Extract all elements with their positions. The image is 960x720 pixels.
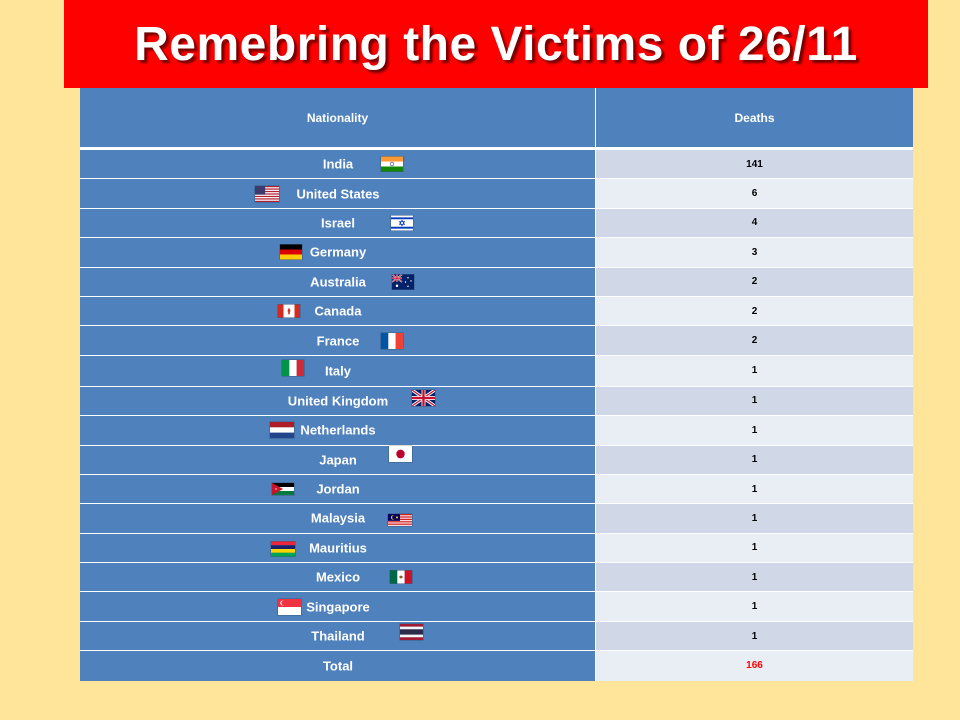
victims-table: Nationality Deaths India 141 United Stat… [80, 88, 913, 681]
table-row: Malaysia 1 [80, 504, 913, 534]
thailand-flag-icon [400, 623, 423, 640]
table-row: Netherlands 1 [80, 416, 913, 446]
table-row: Singapore 1 [80, 592, 913, 622]
deaths-value: 2 [596, 267, 913, 296]
table-row: Israel 4 [80, 208, 913, 239]
deaths-value: 1 [596, 592, 913, 621]
nationality-label: India [322, 156, 354, 172]
table-row: Thailand 1 [80, 621, 913, 652]
nationality-label: Italy [324, 363, 352, 379]
nationality-label: France [316, 333, 360, 349]
deaths-value: 6 [596, 179, 913, 208]
deaths-value: 1 [596, 563, 913, 592]
canada-flag-icon [278, 304, 300, 318]
table-row: Jordan 1 [80, 474, 913, 505]
france-flag-icon [381, 332, 403, 349]
table-row: United Kingdom 1 [80, 386, 913, 417]
deaths-value: 3 [596, 238, 913, 267]
deaths-value: 1 [596, 445, 913, 474]
australia-flag-icon [392, 274, 414, 290]
united-kingdom-flag-icon [412, 390, 435, 407]
italy-flag-icon [282, 359, 304, 376]
netherlands-flag-icon [270, 422, 294, 439]
table-total-row: Total 166 [80, 651, 913, 681]
nationality-label: Jordan [316, 481, 360, 497]
table-header-row: Nationality Deaths [80, 88, 913, 150]
table-row: Canada 2 [80, 296, 913, 327]
nationality-label: Australia [310, 274, 366, 290]
deaths-value: 1 [596, 533, 913, 563]
title-banner: Remebring the Victims of 26/11 [64, 0, 928, 88]
deaths-value: 1 [596, 504, 913, 533]
nationality-label: Japan [319, 452, 357, 468]
nationality-label: United Kingdom [287, 393, 389, 409]
page-title: Remebring the Victims of 26/11 [134, 17, 858, 71]
table-row: Australia 2 [80, 267, 913, 297]
singapore-flag-icon [278, 598, 301, 615]
japan-flag-icon [389, 446, 412, 463]
deaths-value: 4 [596, 208, 913, 238]
mexico-flag-icon [390, 570, 412, 584]
deaths-value: 1 [596, 474, 913, 504]
nationality-label: Thailand [311, 628, 365, 644]
deaths-value: 141 [596, 150, 913, 179]
table-row: Mexico 1 [80, 563, 913, 593]
table-row: France 2 [80, 326, 913, 356]
nationality-label: Canada [314, 303, 362, 319]
table-row: India 141 [80, 150, 913, 180]
deaths-value: 1 [596, 621, 913, 651]
nationality-label: Malaysia [310, 510, 366, 526]
deaths-value: 1 [596, 386, 913, 416]
deaths-value: 1 [596, 355, 913, 386]
nationality-label: Singapore [306, 599, 370, 615]
table-row: Mauritius 1 [80, 533, 913, 564]
germany-flag-icon [280, 244, 302, 260]
mauritius-flag-icon [271, 541, 295, 557]
table-row: Japan 1 [80, 445, 913, 475]
nationality-label: Netherlands [300, 422, 376, 438]
nationality-header: Nationality [80, 88, 596, 147]
table-row: Germany 3 [80, 238, 913, 268]
nationality-label: United States [296, 186, 380, 202]
jordan-flag-icon [272, 483, 294, 496]
table-row: United States 6 [80, 179, 913, 209]
india-flag-icon [381, 156, 403, 172]
nationality-label: Germany [309, 244, 367, 260]
total-label: Total [322, 658, 354, 674]
nationality-label: Mexico [315, 569, 361, 585]
total-value: 166 [596, 651, 913, 681]
deaths-header: Deaths [596, 88, 913, 147]
nationality-label: Mauritius [309, 540, 367, 556]
nationality-label: Israel [321, 215, 355, 231]
united-states-flag-icon [255, 185, 279, 202]
israel-flag-icon [391, 215, 413, 231]
deaths-value: 2 [596, 296, 913, 326]
deaths-value: 2 [596, 326, 913, 355]
malaysia-flag-icon [388, 513, 412, 526]
table-row: Italy 1 [80, 355, 913, 387]
deaths-value: 1 [596, 416, 913, 445]
